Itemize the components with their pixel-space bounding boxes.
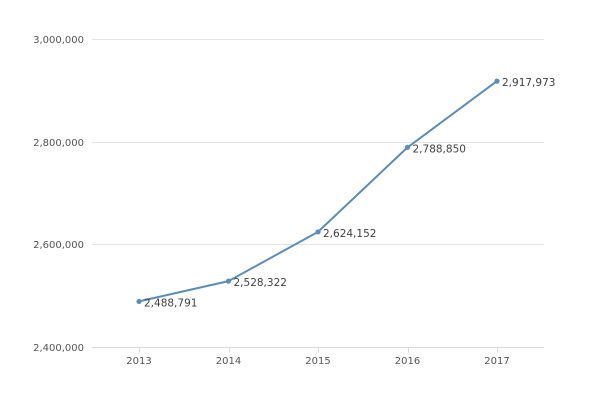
x-tick-label: 2017 [484,356,509,367]
data-labels: 2,488,791 2,528,322 2,624,152 2,788,850 2,91… [144,77,555,309]
y-tick-label: 2,600,000 [33,240,84,251]
x-tick-label: 2015 [305,356,330,367]
grid-layer [92,39,544,245]
data-label: 2,624,152 [323,228,376,240]
axis-layer [92,347,544,353]
data-point [225,278,232,284]
data-label: 2,488,791 [144,297,197,309]
y-tick-label: 2,800,000 [33,138,84,149]
data-label: 2,788,850 [413,143,466,155]
x-tick-label: 2014 [216,356,241,367]
x-tick-label: 2013 [126,356,151,367]
data-point [494,78,500,84]
series-line [138,80,498,303]
data-label: 2,917,973 [502,77,555,89]
y-tick-labels: 2,400,000 2,600,000 2,800,000 3,000,000 [33,35,84,354]
data-point [404,144,411,150]
x-tick-labels: 2013 2014 2015 2016 2017 [126,356,509,367]
data-label: 2,528,322 [234,277,287,289]
y-tick-label: 2,400,000 [33,343,84,354]
data-point [136,298,142,305]
data-point [315,229,321,235]
series-layer [136,78,500,305]
x-tick-label: 2016 [395,356,420,367]
y-tick-label: 3,000,000 [33,35,84,46]
